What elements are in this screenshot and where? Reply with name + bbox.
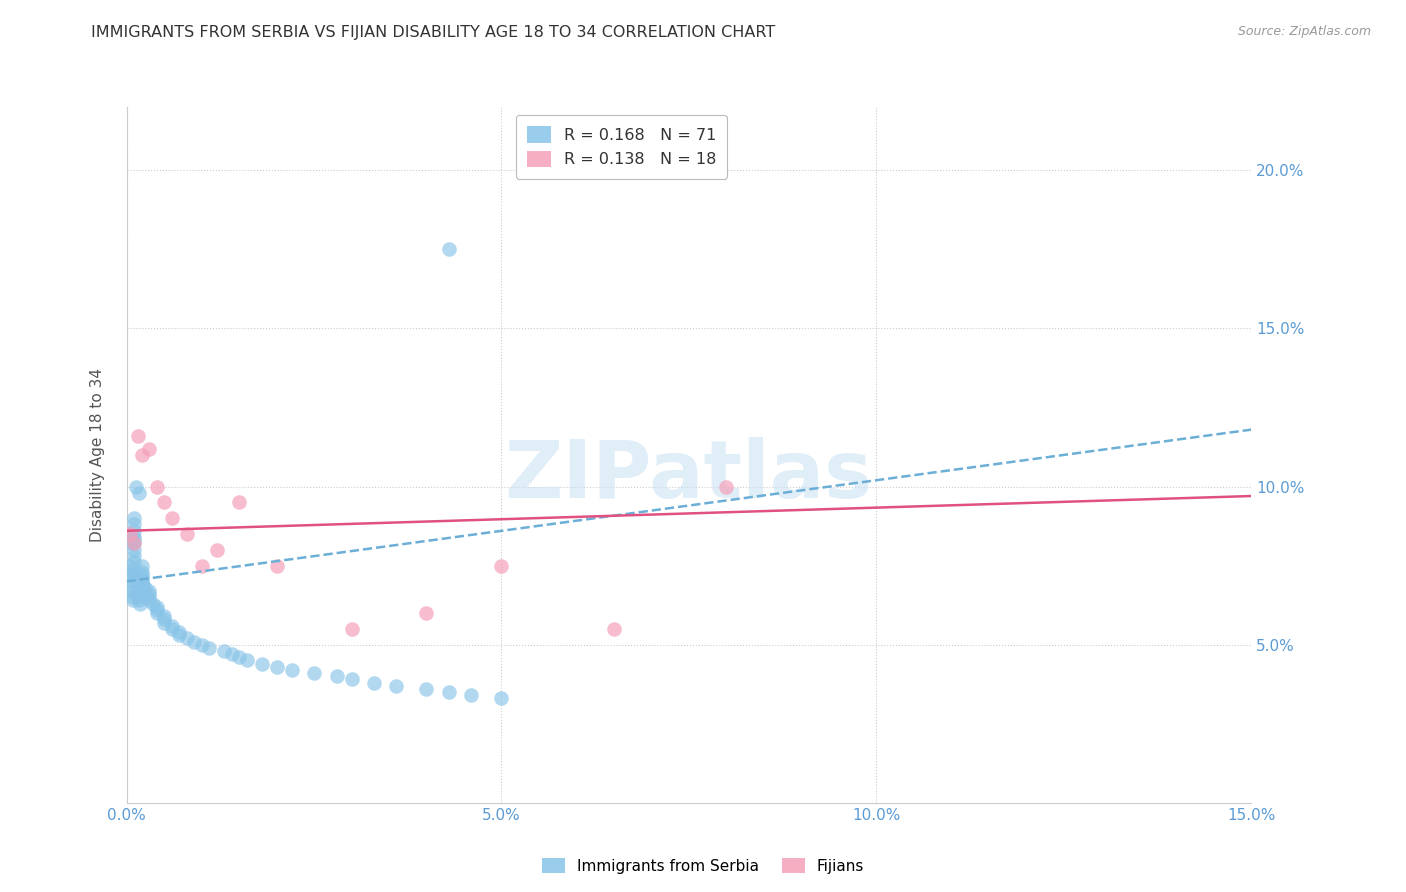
Point	[121, 583, 143, 598]
Point	[129, 597, 152, 611]
Point	[190, 638, 212, 652]
Point	[437, 685, 460, 699]
Point	[122, 517, 145, 532]
Point	[122, 556, 145, 570]
Point	[138, 442, 160, 456]
Point	[183, 634, 205, 648]
Point	[138, 587, 160, 601]
Point	[122, 568, 145, 582]
Point	[145, 479, 167, 493]
Point	[280, 663, 302, 677]
Point	[266, 660, 288, 674]
Point	[122, 530, 145, 544]
Point	[160, 618, 183, 632]
Point	[716, 479, 738, 493]
Point	[153, 609, 176, 624]
Point	[122, 536, 145, 550]
Point	[122, 549, 145, 563]
Point	[125, 581, 148, 595]
Point	[491, 558, 513, 573]
Point	[122, 536, 145, 550]
Point	[250, 657, 273, 671]
Point	[160, 511, 183, 525]
Point	[221, 647, 243, 661]
Point	[167, 625, 190, 640]
Point	[176, 527, 198, 541]
Point	[385, 679, 408, 693]
Point	[415, 681, 437, 696]
Point	[153, 615, 176, 630]
Point	[212, 644, 235, 658]
Point	[138, 591, 160, 605]
Point	[122, 533, 145, 548]
Point	[176, 632, 198, 646]
Point	[415, 606, 437, 620]
Point	[153, 612, 176, 626]
Point	[122, 511, 145, 525]
Point	[325, 669, 347, 683]
Point	[145, 603, 167, 617]
Point	[131, 565, 153, 579]
Point	[120, 568, 142, 582]
Point	[128, 593, 150, 607]
Point	[124, 574, 146, 589]
Point	[120, 574, 142, 589]
Point	[122, 524, 145, 538]
Legend: R = 0.168   N = 71, R = 0.138   N = 18: R = 0.168 N = 71, R = 0.138 N = 18	[516, 115, 727, 178]
Point	[138, 593, 160, 607]
Point	[128, 486, 150, 500]
Point	[122, 593, 145, 607]
Point	[460, 688, 482, 702]
Point	[127, 429, 149, 443]
Point	[134, 581, 156, 595]
Y-axis label: Disability Age 18 to 34: Disability Age 18 to 34	[90, 368, 105, 542]
Point	[437, 243, 460, 257]
Text: ZIPatlas: ZIPatlas	[505, 437, 873, 515]
Text: Source: ZipAtlas.com: Source: ZipAtlas.com	[1237, 25, 1371, 38]
Point	[153, 495, 176, 509]
Point	[131, 568, 153, 582]
Point	[127, 591, 149, 605]
Point	[160, 622, 183, 636]
Point	[142, 597, 165, 611]
Point	[132, 577, 155, 591]
Point	[198, 640, 221, 655]
Point	[131, 571, 153, 585]
Point	[205, 542, 228, 557]
Point	[190, 558, 212, 573]
Point	[340, 673, 363, 687]
Point	[120, 581, 142, 595]
Point	[120, 527, 142, 541]
Point	[228, 650, 250, 665]
Text: IMMIGRANTS FROM SERBIA VS FIJIAN DISABILITY AGE 18 TO 34 CORRELATION CHART: IMMIGRANTS FROM SERBIA VS FIJIAN DISABIL…	[91, 25, 776, 40]
Point	[340, 622, 363, 636]
Point	[228, 495, 250, 509]
Point	[1391, 695, 1406, 709]
Point	[603, 622, 626, 636]
Point	[122, 562, 145, 576]
Point	[235, 653, 257, 667]
Point	[491, 691, 513, 706]
Point	[145, 606, 167, 620]
Point	[118, 558, 141, 573]
Point	[121, 591, 143, 605]
Point	[125, 587, 148, 601]
Point	[121, 536, 143, 550]
Point	[125, 479, 148, 493]
Point	[145, 599, 167, 614]
Point	[131, 574, 153, 589]
Point	[131, 448, 153, 462]
Point	[167, 628, 190, 642]
Point	[266, 558, 288, 573]
Point	[302, 666, 325, 681]
Point	[363, 675, 385, 690]
Point	[118, 565, 141, 579]
Legend: Immigrants from Serbia, Fijians: Immigrants from Serbia, Fijians	[536, 852, 870, 880]
Point	[138, 583, 160, 598]
Point	[122, 542, 145, 557]
Point	[131, 558, 153, 573]
